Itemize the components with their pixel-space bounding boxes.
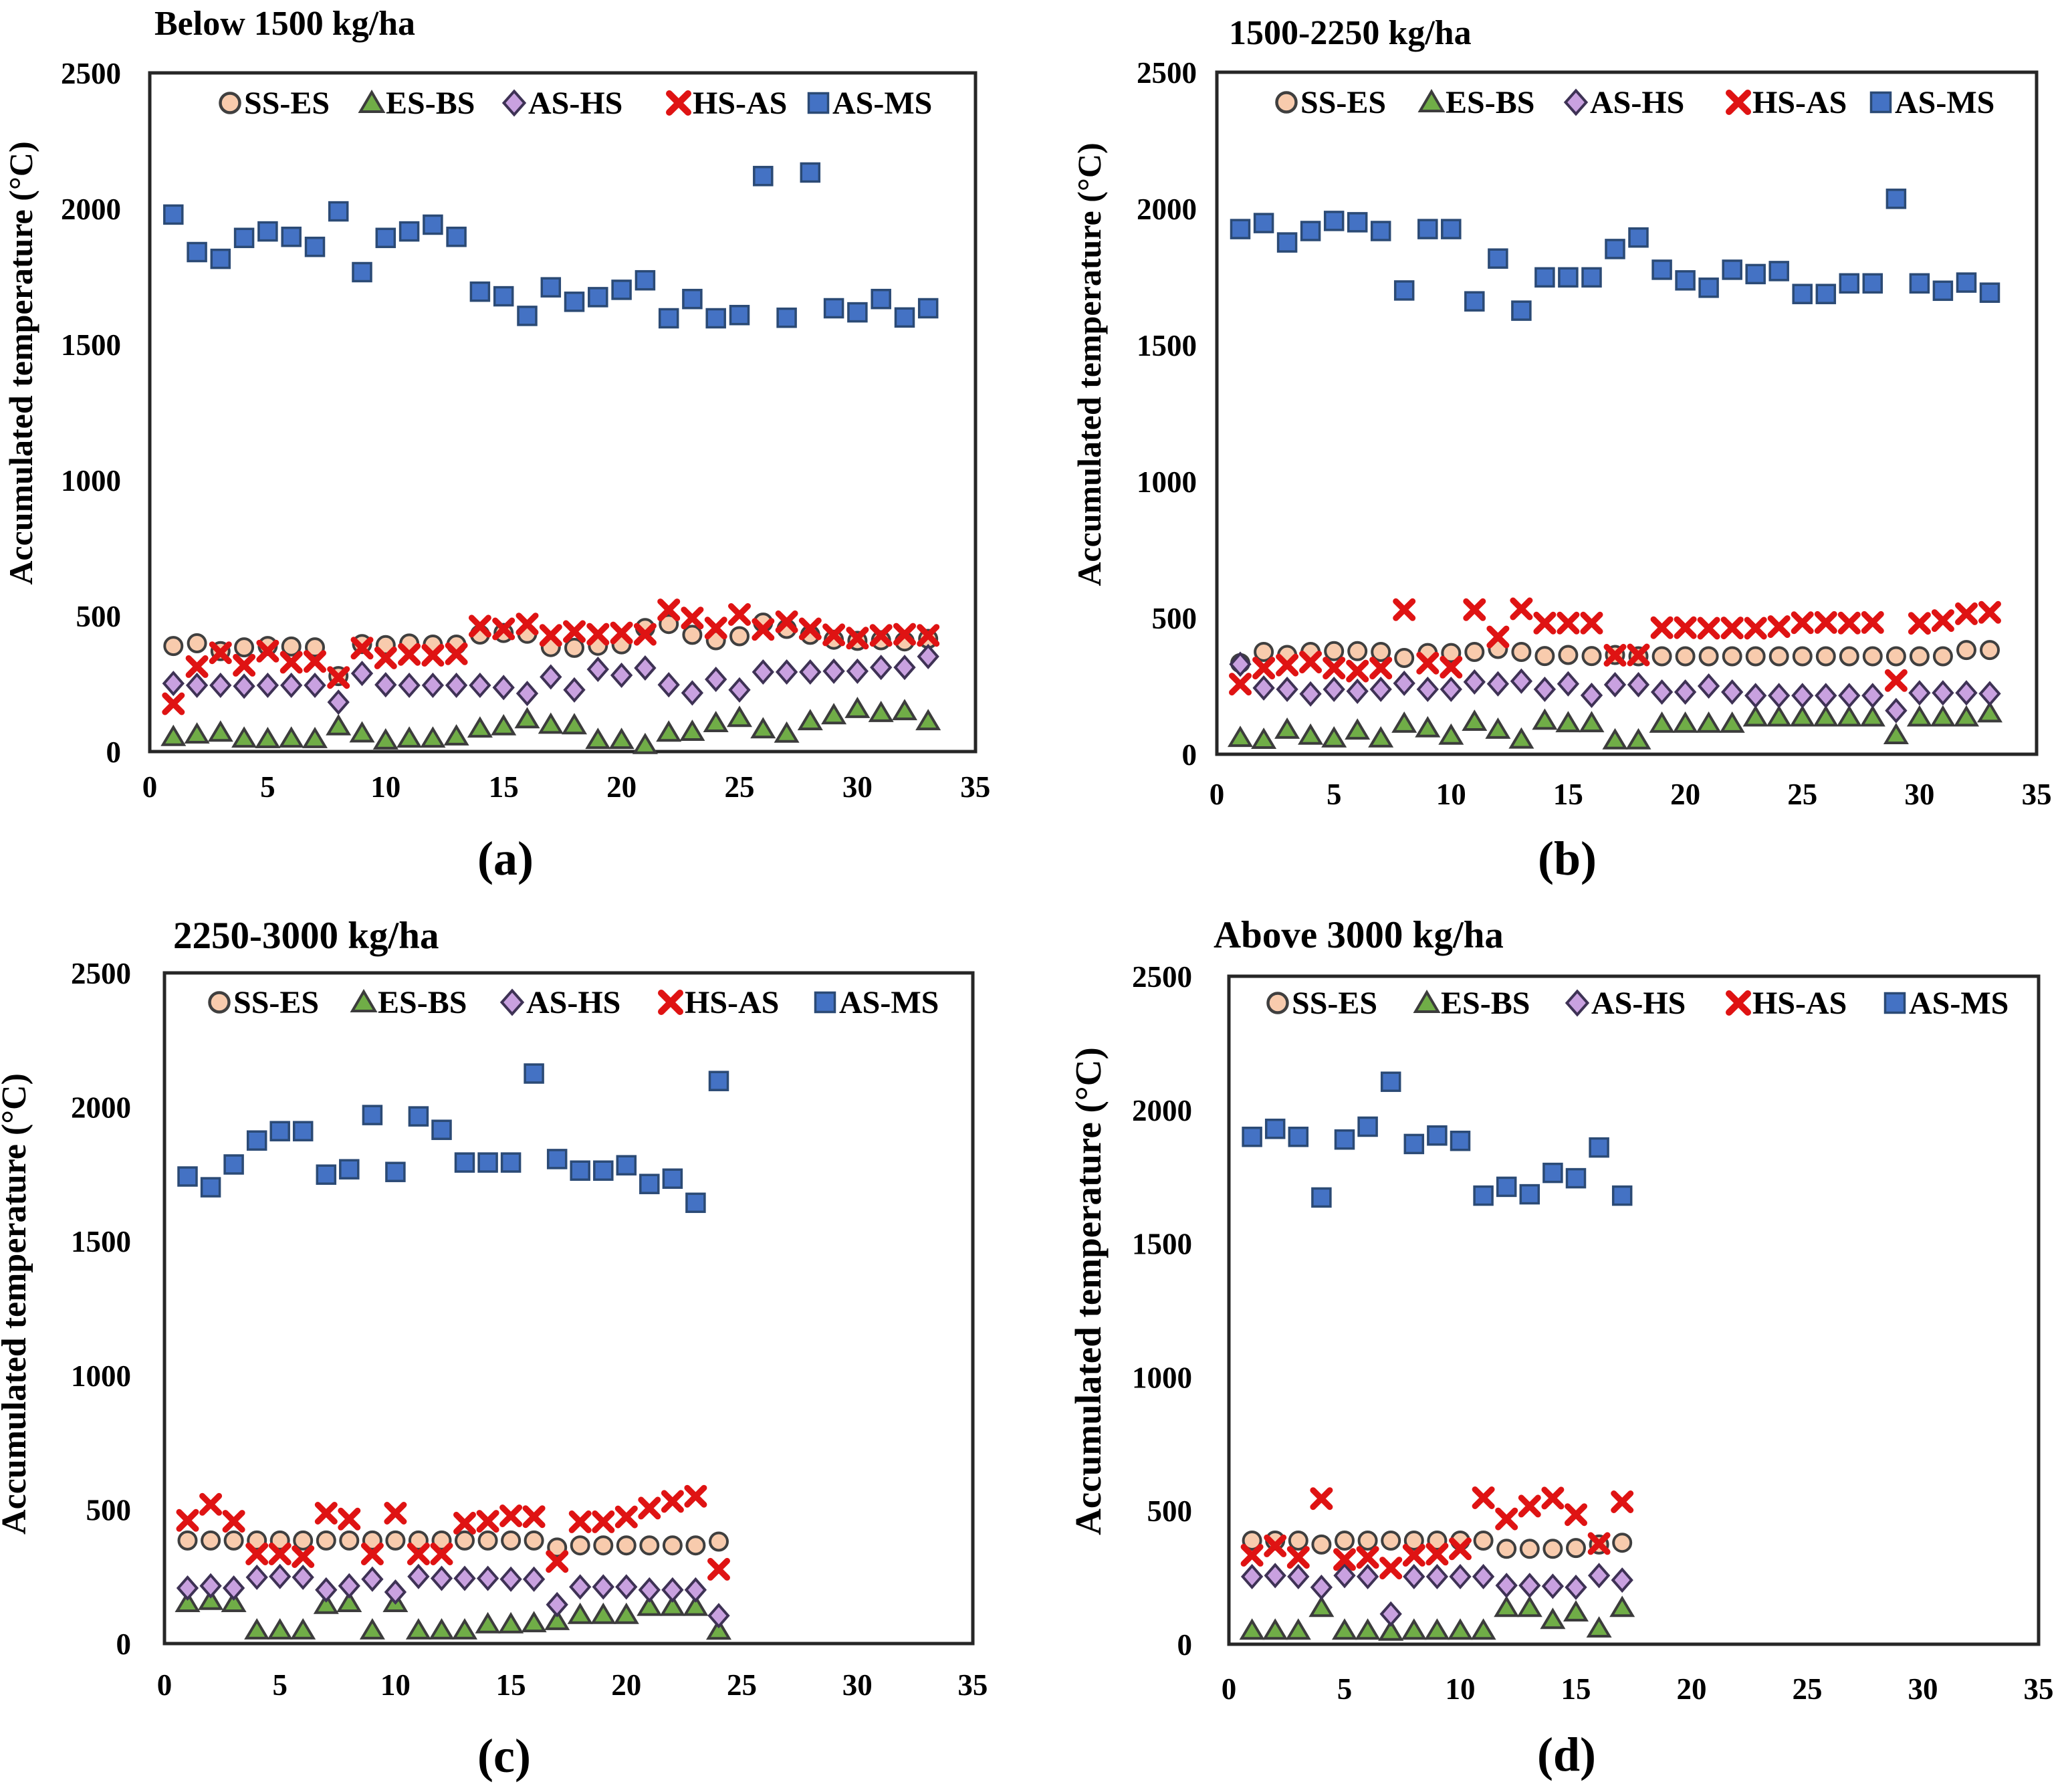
svg-text:20: 20: [611, 1668, 641, 1702]
svg-text:1500: 1500: [1137, 329, 1197, 362]
svg-text:500: 500: [76, 600, 122, 633]
svg-text:Above 3000 kg/ha: Above 3000 kg/ha: [1214, 914, 1504, 956]
svg-text:HS-AS: HS-AS: [693, 86, 787, 121]
svg-text:30: 30: [842, 770, 873, 804]
svg-text:AS-HS: AS-HS: [526, 985, 620, 1020]
svg-text:(a): (a): [477, 832, 534, 885]
svg-text:25: 25: [1793, 1672, 1823, 1706]
svg-text:SS-ES: SS-ES: [1300, 85, 1386, 120]
svg-text:0: 0: [1222, 1672, 1237, 1706]
svg-text:500: 500: [86, 1493, 132, 1527]
svg-text:15: 15: [1561, 1672, 1591, 1706]
svg-text:25: 25: [1787, 778, 1817, 811]
svg-text:1500-2250 kg/ha: 1500-2250 kg/ha: [1229, 14, 1472, 52]
svg-text:2500: 2500: [61, 57, 121, 90]
svg-text:15: 15: [489, 770, 519, 804]
svg-text:AS-MS: AS-MS: [832, 86, 932, 121]
svg-text:2500: 2500: [1137, 56, 1197, 90]
svg-text:30: 30: [1904, 778, 1934, 811]
svg-text:0: 0: [116, 1628, 132, 1661]
svg-text:5: 5: [1337, 1672, 1353, 1706]
svg-text:10: 10: [380, 1668, 411, 1702]
svg-text:ES-BS: ES-BS: [1446, 85, 1534, 120]
svg-text:2500: 2500: [71, 957, 131, 990]
svg-text:2000: 2000: [71, 1091, 131, 1125]
svg-text:Below 1500 kg/ha: Below 1500 kg/ha: [154, 5, 415, 43]
svg-text:2000: 2000: [1137, 193, 1197, 226]
svg-text:AS-HS: AS-HS: [1590, 85, 1684, 120]
svg-text:35: 35: [957, 1668, 988, 1702]
svg-text:Accumulated temperature (°C): Accumulated temperature (°C): [1070, 142, 1108, 586]
svg-text:15: 15: [1553, 778, 1583, 811]
svg-text:1500: 1500: [71, 1225, 131, 1258]
svg-text:1000: 1000: [71, 1359, 131, 1393]
svg-text:0: 0: [1210, 778, 1225, 811]
svg-text:Accumulated temperature (°C): Accumulated temperature (°C): [2, 141, 39, 584]
svg-text:AS-HS: AS-HS: [1591, 986, 1686, 1021]
svg-text:1500: 1500: [61, 328, 121, 362]
svg-text:AS-MS: AS-MS: [1909, 986, 2009, 1021]
svg-text:0: 0: [157, 1668, 173, 1702]
svg-text:10: 10: [1436, 778, 1466, 811]
svg-text:AS-MS: AS-MS: [839, 985, 939, 1020]
svg-text:AS-HS: AS-HS: [528, 86, 622, 121]
svg-text:2500: 2500: [1132, 960, 1192, 994]
svg-text:0: 0: [1177, 1628, 1193, 1662]
svg-text:1000: 1000: [61, 464, 121, 497]
svg-text:2250-3000 kg/ha: 2250-3000 kg/ha: [173, 915, 439, 957]
svg-text:(c): (c): [477, 1729, 531, 1783]
svg-text:10: 10: [370, 770, 400, 804]
svg-text:SS-ES: SS-ES: [1292, 986, 1377, 1021]
svg-text:25: 25: [727, 1668, 757, 1702]
svg-text:35: 35: [2024, 1672, 2054, 1706]
svg-text:30: 30: [842, 1668, 873, 1702]
svg-text:20: 20: [1677, 1672, 1707, 1706]
svg-text:35: 35: [960, 770, 990, 804]
svg-text:30: 30: [1908, 1672, 1938, 1706]
svg-text:SS-ES: SS-ES: [244, 86, 330, 121]
svg-text:SS-ES: SS-ES: [233, 985, 319, 1020]
svg-text:0: 0: [142, 770, 158, 804]
svg-text:HS-AS: HS-AS: [685, 985, 779, 1020]
svg-text:20: 20: [606, 770, 637, 804]
svg-text:ES-BS: ES-BS: [1441, 986, 1530, 1021]
svg-text:1500: 1500: [1132, 1228, 1192, 1261]
svg-text:ES-BS: ES-BS: [378, 985, 467, 1020]
svg-text:(d): (d): [1537, 1728, 1596, 1781]
svg-text:ES-BS: ES-BS: [386, 86, 475, 121]
svg-text:(b): (b): [1538, 832, 1597, 885]
svg-text:5: 5: [272, 1668, 288, 1702]
svg-text:20: 20: [1670, 778, 1700, 811]
svg-text:2000: 2000: [1132, 1094, 1192, 1127]
svg-text:HS-AS: HS-AS: [1752, 85, 1847, 120]
svg-text:0: 0: [106, 736, 122, 769]
svg-text:500: 500: [1147, 1494, 1193, 1528]
svg-text:5: 5: [260, 770, 275, 804]
svg-text:5: 5: [1327, 778, 1342, 811]
svg-text:1000: 1000: [1132, 1361, 1192, 1394]
svg-text:HS-AS: HS-AS: [1752, 986, 1847, 1021]
svg-text:2000: 2000: [61, 193, 121, 226]
svg-text:1000: 1000: [1137, 465, 1197, 499]
svg-text:35: 35: [2022, 778, 2052, 811]
svg-text:0: 0: [1182, 738, 1197, 772]
svg-text:Accumulated temperature (°C): Accumulated temperature (°C): [0, 1073, 33, 1535]
svg-text:15: 15: [496, 1668, 526, 1702]
svg-text:AS-MS: AS-MS: [1895, 85, 1994, 120]
svg-text:Accumulated temperature (°C): Accumulated temperature (°C): [1068, 1047, 1109, 1535]
svg-text:10: 10: [1446, 1672, 1476, 1706]
svg-text:25: 25: [725, 770, 755, 804]
svg-text:500: 500: [1152, 602, 1197, 635]
